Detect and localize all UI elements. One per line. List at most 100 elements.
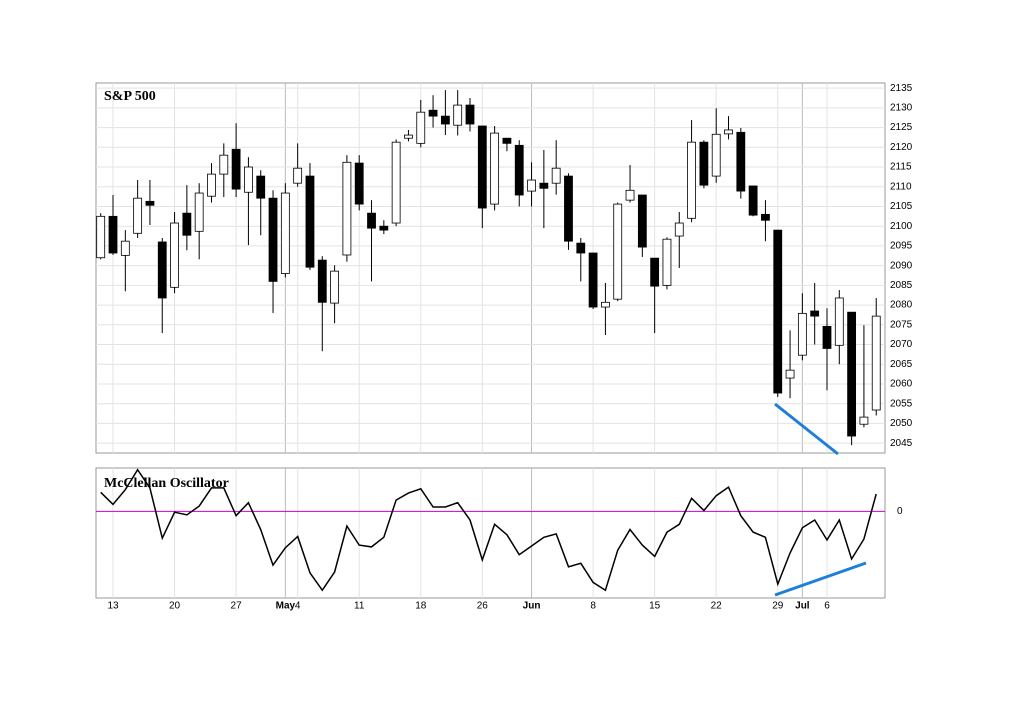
candle-body [490, 132, 500, 205]
candle-body [157, 241, 167, 299]
chart-title: S&P 500 [104, 89, 156, 104]
candle-body [847, 311, 857, 437]
candle-body [219, 154, 229, 175]
candle-body [428, 109, 438, 117]
candle-body [330, 270, 339, 304]
candle-body [354, 162, 364, 205]
candle-body [625, 189, 635, 201]
y-tick-label: 2065 [890, 359, 913, 370]
candle-body [465, 104, 475, 125]
y-tick-label: 2060 [890, 379, 913, 390]
y-tick-label: 2070 [890, 339, 913, 350]
candle-body [711, 133, 721, 177]
y-tick-label: 2100 [890, 221, 913, 232]
x-tick-label: 22 [711, 601, 723, 612]
trend-annotation [774, 561, 867, 597]
candle-body [207, 173, 216, 197]
y-tick-label: 2110 [890, 181, 912, 192]
y-tick-label: 2105 [890, 201, 913, 212]
y-tick-label: 2075 [890, 319, 913, 330]
candle-body [170, 222, 179, 288]
y-tick-label: 2135 [890, 83, 913, 94]
y-tick-label: 2045 [890, 438, 913, 449]
y-tick-label: 0 [897, 506, 903, 517]
x-tick-label: Jul [795, 601, 810, 612]
y-tick-label: 2130 [890, 102, 913, 113]
candle-body [231, 148, 241, 190]
candle-body [268, 197, 278, 282]
candle-body [576, 242, 586, 254]
candle-body [293, 167, 303, 184]
x-tick-label: 26 [477, 601, 489, 612]
y-tick-label: 2055 [890, 398, 913, 409]
y-tick-label: 2095 [890, 241, 913, 252]
candle-body [404, 134, 413, 139]
candle-body [699, 141, 709, 186]
y-tick-label: 2115 [890, 162, 912, 173]
x-tick-label: 27 [231, 601, 243, 612]
candle-body [194, 192, 204, 232]
y-tick-label: 2050 [890, 418, 913, 429]
candle-body [305, 175, 315, 268]
trend-annotation [774, 402, 839, 456]
candle-body [748, 185, 758, 216]
candle-body [761, 213, 770, 221]
x-tick-label: May [276, 601, 296, 612]
y-tick-label: 2090 [890, 260, 913, 271]
candle-body [637, 194, 647, 248]
candle-body [564, 175, 573, 242]
candle-body [871, 315, 881, 411]
candle-body [502, 137, 512, 144]
candle-body [391, 141, 401, 224]
candle-body [477, 125, 487, 209]
candle-body [120, 240, 130, 256]
candle-body [687, 141, 696, 219]
x-tick-label: 4 [295, 601, 301, 612]
candle-body [416, 111, 426, 144]
candle-body [674, 222, 684, 237]
candle-body [379, 225, 389, 231]
x-tick-label: Jun [523, 601, 541, 612]
x-tick-label: 8 [590, 601, 596, 612]
candle-body [108, 215, 118, 254]
candle-body [514, 144, 524, 196]
candle-body [785, 369, 795, 379]
candle-body [182, 212, 192, 236]
candle-body [133, 197, 143, 234]
oscillator-line [100, 468, 877, 592]
candle-body [527, 179, 536, 192]
candle-body [440, 115, 450, 125]
x-tick-label: 13 [107, 601, 119, 612]
candle-body [662, 238, 672, 286]
candle-body [145, 200, 155, 206]
x-tick-label: 15 [649, 601, 661, 612]
candle-body [773, 229, 783, 394]
candle-body [539, 182, 549, 189]
candle-body [724, 129, 733, 135]
candle-body [367, 212, 376, 229]
candle-body [822, 325, 832, 349]
chart-title: McClellan Oscillator [104, 476, 229, 491]
x-tick-label: 11 [354, 601, 365, 612]
candle-body [551, 167, 561, 184]
candle-body [797, 312, 807, 356]
x-tick-label: 18 [415, 601, 427, 612]
candle-body [601, 301, 610, 308]
candle-body [810, 310, 820, 317]
candle-body [342, 161, 352, 256]
candle-body [453, 104, 463, 126]
x-tick-label: 6 [824, 601, 830, 612]
y-tick-label: 2125 [890, 122, 913, 133]
candle-body [650, 257, 660, 287]
candle-body [280, 192, 290, 274]
candle-body [96, 215, 106, 259]
candle-body [317, 259, 327, 303]
y-tick-label: 2080 [890, 300, 913, 311]
x-tick-label: 20 [169, 601, 181, 612]
candle-body [588, 252, 598, 308]
candle-body [859, 416, 869, 425]
y-tick-label: 2085 [890, 280, 913, 291]
candle-body [256, 175, 266, 199]
